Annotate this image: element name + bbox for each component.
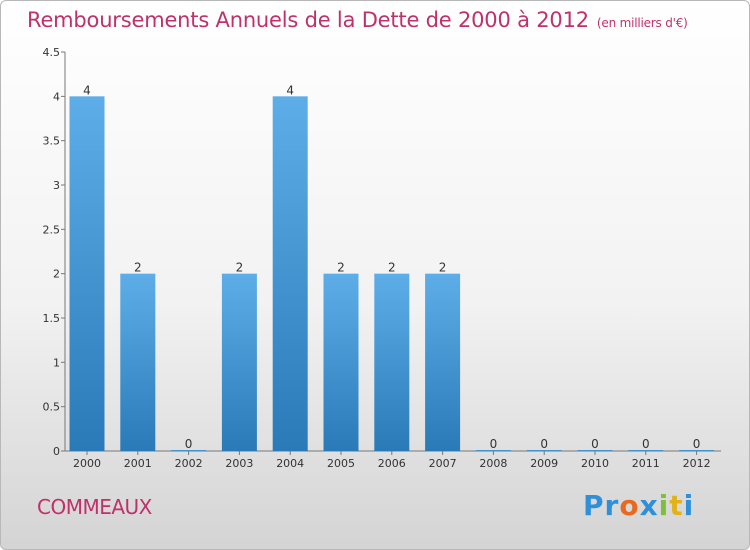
bar-2002 bbox=[171, 450, 207, 451]
x-tick-label: 2003 bbox=[225, 457, 253, 470]
data-label: 0 bbox=[185, 437, 193, 451]
commune-name: COMMEAUX bbox=[37, 495, 152, 519]
bar-2007 bbox=[425, 273, 461, 451]
logo-letter: r bbox=[604, 489, 620, 522]
x-tick-label: 2002 bbox=[175, 457, 203, 470]
bar-2004 bbox=[272, 96, 308, 451]
x-tick-label: 2000 bbox=[73, 457, 101, 470]
x-tick-label: 2010 bbox=[581, 457, 609, 470]
bar-2006 bbox=[374, 273, 410, 451]
data-label: 2 bbox=[134, 261, 142, 275]
logo-letter: P bbox=[583, 489, 605, 522]
y-tick-label: 3.5 bbox=[43, 135, 61, 148]
chart-title: Remboursements Annuels de la Dette de 20… bbox=[27, 8, 688, 32]
x-tick-label: 2005 bbox=[327, 457, 355, 470]
bar-2012 bbox=[679, 450, 715, 451]
bar-2000 bbox=[69, 96, 105, 451]
data-label: 0 bbox=[642, 437, 650, 451]
chart-unit: (en milliers d'€) bbox=[596, 16, 688, 30]
x-tick-label: 2011 bbox=[632, 457, 660, 470]
y-tick-label: 1 bbox=[53, 356, 60, 369]
x-tick-label: 2001 bbox=[124, 457, 152, 470]
data-label: 0 bbox=[490, 437, 498, 451]
y-tick-label: 2 bbox=[53, 268, 60, 281]
chart-title-text: Remboursements Annuels de la Dette de 20… bbox=[27, 8, 589, 32]
bar-2003 bbox=[221, 273, 257, 451]
bar-2005 bbox=[323, 273, 359, 451]
bar-2009 bbox=[526, 450, 562, 451]
bar-2011 bbox=[628, 450, 664, 451]
x-tick-label: 2007 bbox=[429, 457, 457, 470]
logo-letter: i bbox=[683, 489, 695, 522]
y-tick-label: 4.5 bbox=[43, 46, 61, 59]
bar-2001 bbox=[120, 273, 156, 451]
data-label: 4 bbox=[83, 83, 91, 97]
x-tick-label: 2004 bbox=[276, 457, 304, 470]
y-tick-label: 0.5 bbox=[43, 401, 61, 414]
logo-letter: o bbox=[619, 489, 640, 522]
logo-letter: i bbox=[658, 489, 670, 522]
y-tick-label: 2.5 bbox=[43, 223, 61, 236]
logo-letter: t bbox=[669, 489, 684, 522]
data-label: 2 bbox=[337, 261, 345, 275]
data-label: 0 bbox=[693, 437, 701, 451]
y-tick-label: 1.5 bbox=[43, 312, 61, 325]
data-label: 2 bbox=[236, 261, 244, 275]
x-tick-label: 2008 bbox=[479, 457, 507, 470]
bar-2008 bbox=[475, 450, 511, 451]
data-label: 2 bbox=[439, 261, 447, 275]
y-tick-label: 4 bbox=[53, 90, 60, 103]
x-tick-label: 2006 bbox=[378, 457, 406, 470]
data-label: 2 bbox=[388, 261, 396, 275]
x-tick-label: 2009 bbox=[530, 457, 558, 470]
data-label: 0 bbox=[591, 437, 599, 451]
y-tick-label: 0 bbox=[53, 445, 60, 458]
proxiti-logo: Proxiti bbox=[583, 489, 694, 522]
x-tick-label: 2012 bbox=[683, 457, 711, 470]
data-label: 0 bbox=[540, 437, 548, 451]
y-tick-label: 3 bbox=[53, 179, 60, 192]
bar-2010 bbox=[577, 450, 613, 451]
logo-letter: x bbox=[639, 489, 659, 522]
data-label: 4 bbox=[286, 83, 294, 97]
